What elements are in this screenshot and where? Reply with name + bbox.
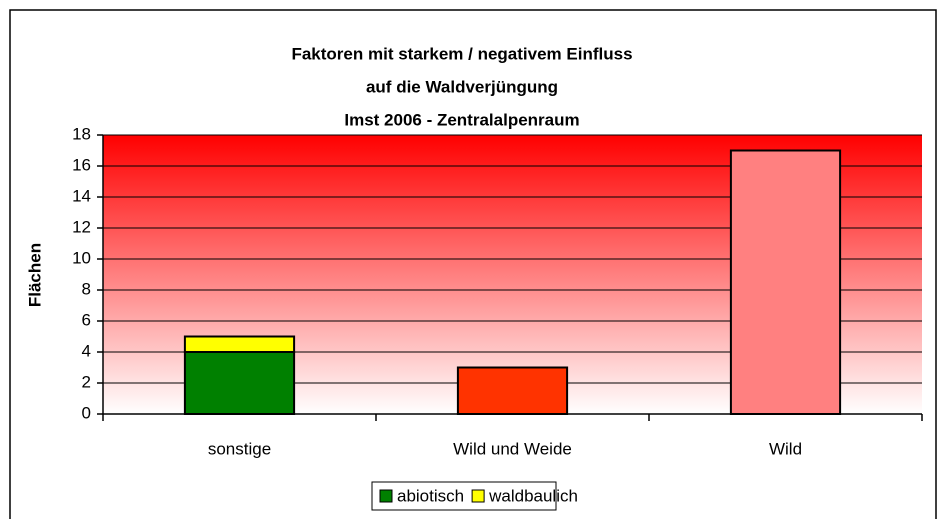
y-tick-label: 4 — [82, 341, 91, 360]
y-tick-label: 2 — [82, 372, 91, 391]
y-tick-label: 10 — [72, 248, 91, 267]
y-tick-label: 8 — [82, 279, 91, 298]
bar — [729, 149, 842, 415]
x-tick-label: Wild und Weide — [453, 439, 572, 458]
chart-title: Faktoren mit starkem / negativem Einflus… — [291, 44, 632, 63]
y-tick-label: 6 — [82, 310, 91, 329]
legend-label: waldbaulich — [488, 486, 578, 505]
bar — [456, 366, 569, 415]
chart-title: Imst 2006 - Zentralalpenraum — [344, 110, 579, 129]
legend-box — [371, 481, 557, 511]
x-tick-label: Wild — [769, 439, 802, 458]
legend-swatch — [471, 489, 485, 503]
y-tick-label: 0 — [82, 403, 91, 422]
bar — [183, 351, 296, 415]
chart-title: auf die Waldverjüngung — [366, 77, 558, 96]
x-tick-label: sonstige — [208, 439, 271, 458]
y-tick-label: 12 — [72, 217, 91, 236]
legend-swatch — [379, 489, 393, 503]
bar — [183, 335, 296, 353]
legend-label: abiotisch — [397, 486, 464, 505]
y-tick-label: 16 — [72, 155, 91, 174]
y-axis-label: Flächen — [25, 243, 44, 307]
y-tick-label: 18 — [72, 124, 91, 143]
y-tick-label: 14 — [72, 186, 91, 205]
